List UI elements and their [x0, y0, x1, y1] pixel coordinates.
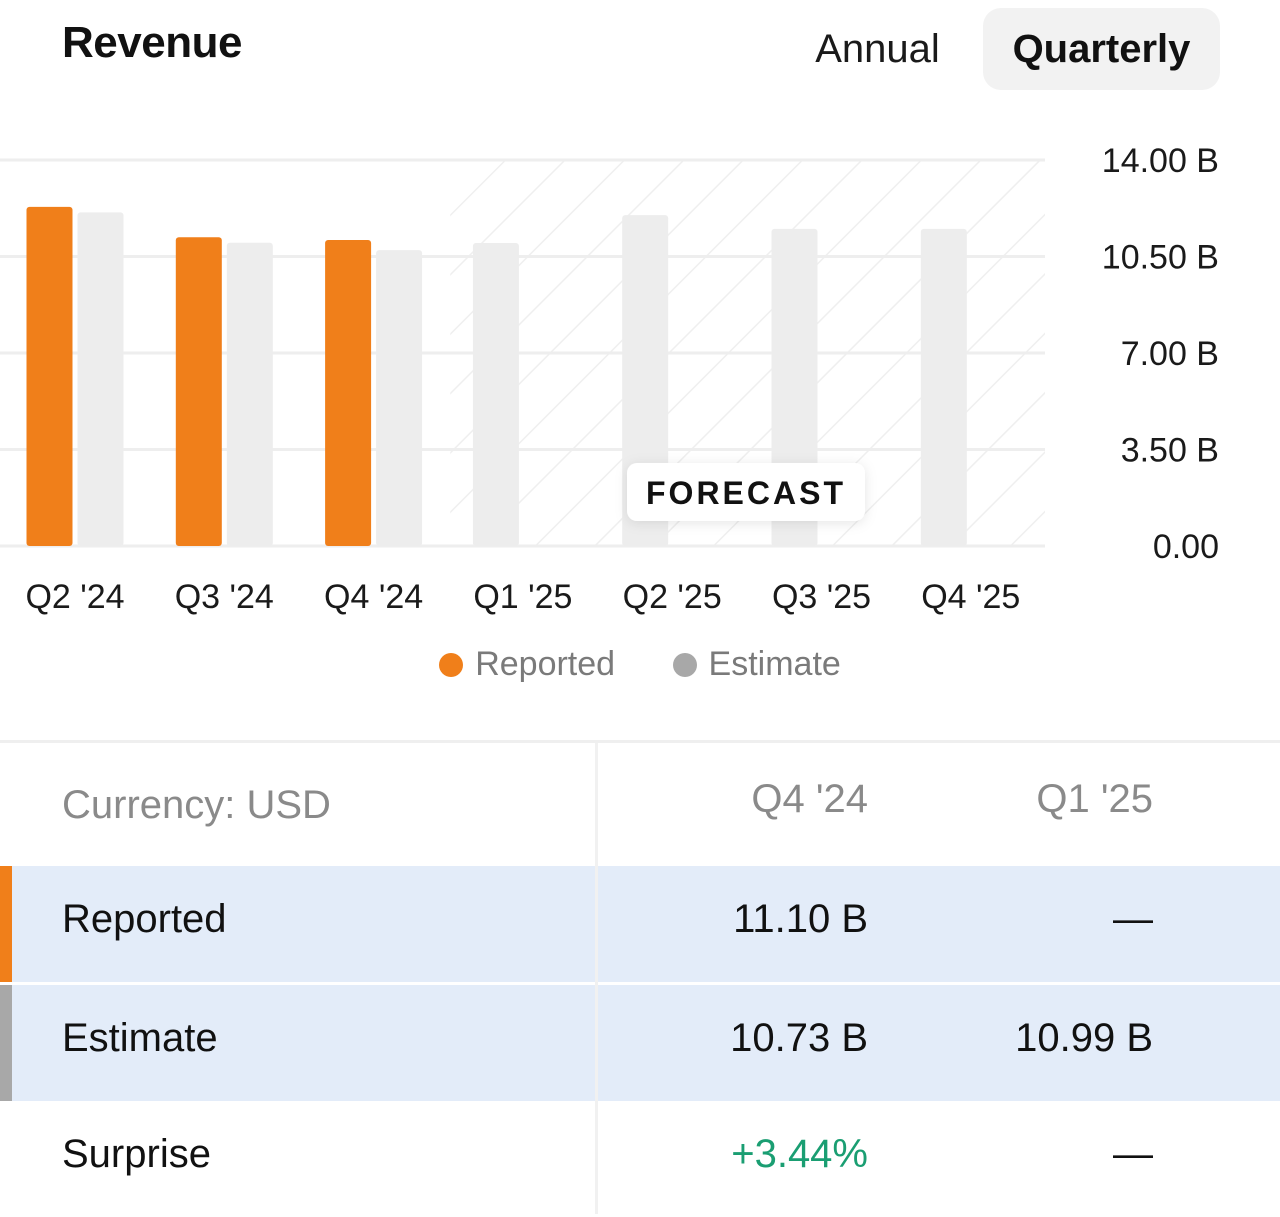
- revenue-table: Currency: USD Q4 '24 Q1 '25 Reported 11.…: [0, 740, 1280, 1217]
- y-tick-label: 14.00 B: [1102, 142, 1219, 180]
- surprise-q1-25-value: —: [1113, 1132, 1153, 1176]
- bar-reported: [26, 206, 73, 546]
- bar-estimate: [472, 242, 519, 546]
- reported-row-marker: [0, 866, 12, 982]
- y-tick-label: 3.50 B: [1121, 432, 1219, 470]
- currency-label: Currency: USD: [62, 783, 331, 827]
- row-label-estimate: Estimate: [62, 1016, 218, 1060]
- estimate-row-marker: [0, 985, 12, 1101]
- forecast-label: FORECAST: [646, 475, 846, 511]
- column-header-q1-25: Q1 '25: [1036, 777, 1153, 821]
- tab-quarterly[interactable]: Quarterly: [983, 8, 1220, 90]
- table-row-reported[interactable]: Reported 11.10 B —: [0, 866, 1280, 982]
- estimate-q1-25-value: 10.99 B: [1015, 1016, 1153, 1060]
- row-label-surprise: Surprise: [62, 1132, 211, 1176]
- column-divider: [595, 743, 598, 1214]
- legend-item-estimate: Estimate: [672, 645, 841, 684]
- x-tick-label: Q4 '24: [324, 578, 423, 616]
- column-header-q4-24: Q4 '24: [751, 777, 868, 821]
- estimate-q4-24-value: 10.73 B: [730, 1016, 868, 1060]
- x-tick-label: Q3 '24: [175, 578, 274, 616]
- tab-annual[interactable]: Annual: [815, 27, 940, 71]
- reported-dot-icon: [439, 652, 464, 677]
- x-tick-label: Q4 '25: [921, 578, 1020, 616]
- x-tick-label: Q3 '25: [772, 578, 871, 616]
- chart-legend: Reported Estimate: [0, 645, 1280, 686]
- x-tick-label: Q2 '24: [25, 578, 124, 616]
- bar-estimate: [77, 212, 124, 546]
- bar-estimate: [226, 242, 273, 546]
- x-tick-label: Q1 '25: [473, 578, 572, 616]
- table-row-surprise[interactable]: Surprise +3.44% —: [0, 1101, 1280, 1217]
- table-row-estimate[interactable]: Estimate 10.73 B 10.99 B: [0, 985, 1280, 1101]
- table-header-row: Currency: USD Q4 '24 Q1 '25: [0, 743, 1280, 863]
- bar-estimate: [376, 250, 423, 546]
- legend-label-reported: Reported: [475, 645, 616, 683]
- x-tick-label: Q2 '25: [623, 578, 722, 616]
- revenue-bar-chart: 14.00 B 10.50 B 7.00 B 3.50 B 0.00 Q2 '24 Q3 …: [0, 142, 1219, 616]
- y-tick-label: 0.00: [1153, 528, 1219, 566]
- page-title: Revenue: [62, 18, 242, 67]
- y-tick-label: 7.00 B: [1121, 335, 1219, 373]
- legend-item-reported: Reported: [439, 645, 615, 684]
- forecast-badge: [627, 463, 865, 521]
- surprise-q4-24-value: +3.44%: [731, 1132, 868, 1176]
- y-tick-label: 10.50 B: [1102, 239, 1219, 277]
- bar-estimate: [920, 228, 967, 546]
- estimate-dot-icon: [672, 652, 697, 677]
- row-label-reported: Reported: [62, 897, 227, 941]
- reported-q1-25-value: —: [1113, 897, 1153, 941]
- bar-reported: [325, 239, 372, 546]
- reported-q4-24-value: 11.10 B: [733, 897, 868, 941]
- legend-label-estimate: Estimate: [708, 645, 841, 683]
- bar-reported: [175, 237, 222, 546]
